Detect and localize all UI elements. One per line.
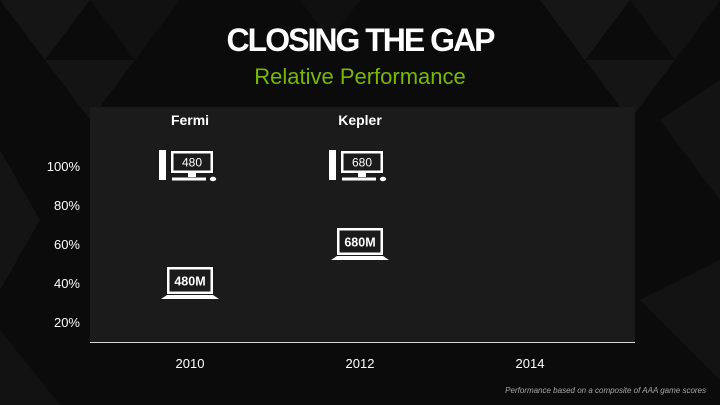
x-tick-label: 2012: [345, 356, 375, 371]
desktop-pc-icon: 680: [328, 149, 392, 188]
x-tick-label: 2014: [515, 356, 545, 371]
data-point-480M: 480M: [161, 266, 219, 299]
footnote: Performance based on a composite of AAA …: [505, 386, 706, 395]
svg-text:680M: 680M: [344, 235, 375, 249]
y-tick-label: 40%: [53, 275, 80, 291]
data-point-480: 480: [159, 149, 217, 181]
desktop-pc-icon: 480: [158, 149, 222, 188]
y-tick-label: 20%: [53, 314, 80, 330]
svg-text:480M: 480M: [174, 274, 205, 288]
y-tick-label: 60%: [53, 236, 80, 252]
plot-area: [90, 107, 635, 343]
y-tick-label: 100%: [46, 158, 80, 174]
data-point-680: 680: [329, 149, 387, 181]
chart-subtitle: Relative Performance: [254, 64, 466, 89]
laptop-icon: 680M: [330, 226, 390, 267]
svg-text:680: 680: [352, 155, 372, 169]
page-title: CLOSING THE GAP: [226, 22, 496, 58]
architecture-label: Fermi: [170, 112, 210, 128]
svg-text:480: 480: [182, 155, 202, 169]
data-point-680M: 680M: [331, 227, 389, 260]
x-axis-line: [90, 342, 635, 343]
y-tick-label: 80%: [53, 197, 80, 213]
x-tick-label: 2010: [175, 356, 205, 371]
laptop-icon: 480M: [160, 265, 220, 306]
architecture-label: Kepler: [338, 112, 382, 128]
